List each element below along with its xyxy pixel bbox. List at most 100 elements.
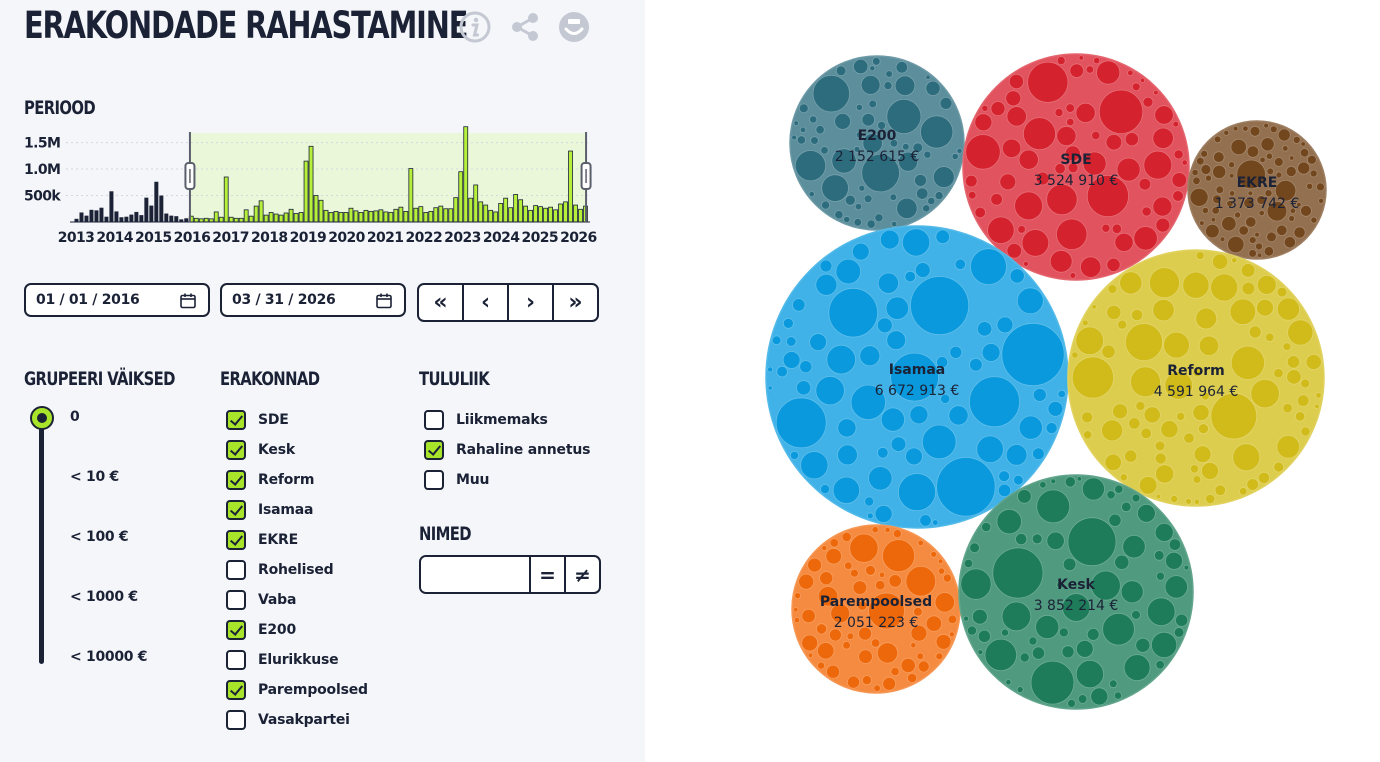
donation-circle[interactable] — [855, 103, 863, 112]
donation-circle[interactable] — [1191, 168, 1199, 177]
histogram-bar[interactable] — [243, 209, 249, 223]
donation-circle[interactable] — [1226, 199, 1234, 208]
donation-circle[interactable] — [1124, 449, 1138, 463]
end-date-input[interactable]: 03 / 31 / 2026 — [220, 283, 406, 317]
donation-circle[interactable] — [1165, 551, 1184, 570]
donation-circle[interactable] — [1300, 378, 1311, 389]
histogram-bar[interactable] — [338, 212, 344, 223]
donation-circle[interactable] — [1199, 220, 1205, 226]
donation-circle[interactable] — [1168, 538, 1182, 551]
histogram-bar[interactable] — [253, 205, 259, 223]
donation-circle[interactable] — [1183, 432, 1195, 444]
donation-circle[interactable] — [1124, 323, 1163, 362]
party-checkbox[interactable] — [226, 620, 246, 640]
histogram-bar[interactable] — [238, 217, 244, 223]
donation-circle[interactable] — [1061, 645, 1075, 659]
donation-circle[interactable] — [815, 623, 828, 635]
donation-circle[interactable] — [1008, 74, 1024, 90]
donation-circle[interactable] — [942, 573, 952, 583]
histogram-bar[interactable] — [568, 150, 573, 223]
donation-circle[interactable] — [1039, 481, 1047, 489]
donation-circle[interactable] — [886, 330, 907, 351]
histogram-bar[interactable] — [79, 212, 84, 222]
donation-circle[interactable] — [799, 126, 807, 134]
donation-circle[interactable] — [921, 424, 957, 460]
party-checkbox-row[interactable]: Parempoolsed — [226, 679, 368, 701]
donation-circle[interactable] — [1212, 151, 1225, 163]
donation-circle[interactable] — [1221, 215, 1237, 232]
histogram-bar[interactable] — [368, 211, 374, 223]
donation-circle[interactable] — [1228, 161, 1236, 169]
donation-circle[interactable] — [917, 660, 930, 673]
histogram-bar[interactable] — [408, 168, 414, 223]
donation-circle[interactable] — [1130, 366, 1161, 398]
first-period-button[interactable]: « — [419, 285, 464, 320]
histogram-bar[interactable] — [398, 206, 404, 223]
donation-circle[interactable] — [837, 418, 857, 438]
donation-circle[interactable] — [1031, 646, 1046, 660]
info-icon[interactable] — [458, 10, 492, 44]
donation-circle[interactable] — [1135, 637, 1151, 653]
donation-circle[interactable] — [889, 139, 899, 148]
donation-circle[interactable] — [1119, 271, 1143, 295]
donation-circle[interactable] — [1136, 503, 1156, 523]
donation-circle[interactable] — [1314, 403, 1320, 410]
histogram-bar[interactable] — [218, 216, 224, 223]
group-small-option[interactable]: < 10000 € — [70, 649, 148, 665]
donation-circle[interactable] — [960, 568, 992, 600]
donation-circle[interactable] — [877, 272, 899, 294]
donation-circle[interactable] — [876, 642, 899, 664]
donation-circle[interactable] — [1205, 174, 1213, 182]
donation-circle[interactable] — [1090, 687, 1109, 706]
donation-circle[interactable] — [999, 173, 1017, 191]
party-checkbox-row[interactable]: Vaba — [226, 589, 296, 611]
donation-circle[interactable] — [1273, 157, 1284, 167]
donation-circle[interactable] — [1154, 105, 1174, 125]
histogram-bar[interactable] — [558, 203, 563, 223]
histogram-bar[interactable] — [533, 205, 538, 223]
party-checkbox-row[interactable]: Kesk — [226, 439, 295, 461]
donation-circle[interactable] — [1287, 319, 1314, 346]
donation-circle[interactable] — [1054, 162, 1066, 175]
donation-circle[interactable] — [771, 335, 782, 346]
donation-circle[interactable] — [1297, 161, 1311, 175]
donation-circle[interactable] — [1276, 224, 1288, 237]
donation-circle[interactable] — [837, 444, 858, 466]
donation-circle[interactable] — [1148, 267, 1180, 299]
donation-circle[interactable] — [939, 97, 953, 110]
donation-circle[interactable] — [1047, 400, 1064, 417]
donation-circle[interactable] — [810, 136, 819, 145]
party-checkbox[interactable] — [226, 560, 246, 580]
income-type-checkbox[interactable] — [424, 410, 444, 430]
histogram-bar[interactable] — [248, 215, 254, 223]
histogram-bar[interactable] — [134, 211, 139, 222]
donation-circle[interactable] — [1192, 176, 1201, 185]
histogram-bar[interactable] — [548, 206, 553, 223]
donation-circle[interactable] — [1213, 135, 1222, 144]
donation-circle[interactable] — [947, 614, 958, 625]
donation-circle[interactable] — [1300, 426, 1311, 437]
income-type-checkbox[interactable] — [424, 440, 444, 460]
histogram-bar[interactable] — [488, 209, 494, 223]
donation-circle[interactable] — [976, 435, 1004, 464]
donation-circle[interactable] — [1056, 218, 1088, 251]
donation-circle[interactable] — [1153, 550, 1165, 561]
histogram-bar[interactable] — [383, 211, 389, 223]
donation-circle[interactable] — [793, 607, 799, 613]
donation-circle[interactable] — [852, 580, 868, 595]
donation-circle[interactable] — [1016, 686, 1024, 694]
donation-circle[interactable] — [977, 649, 984, 656]
donation-circle[interactable] — [843, 215, 851, 224]
donation-circle[interactable] — [919, 514, 932, 527]
start-date-input[interactable]: 01 / 01 / 2016 — [24, 283, 210, 317]
histogram-bar[interactable] — [448, 208, 454, 223]
donation-circle[interactable] — [998, 470, 1011, 483]
donation-circle[interactable] — [1017, 225, 1026, 234]
histogram-bar[interactable] — [228, 216, 234, 223]
donation-circle[interactable] — [1282, 402, 1293, 414]
histogram-bar[interactable] — [473, 184, 479, 223]
donation-circle[interactable] — [1292, 135, 1301, 144]
donation-circle[interactable] — [1114, 554, 1130, 570]
histogram-bar[interactable] — [84, 215, 89, 222]
donation-circle[interactable] — [858, 649, 873, 664]
